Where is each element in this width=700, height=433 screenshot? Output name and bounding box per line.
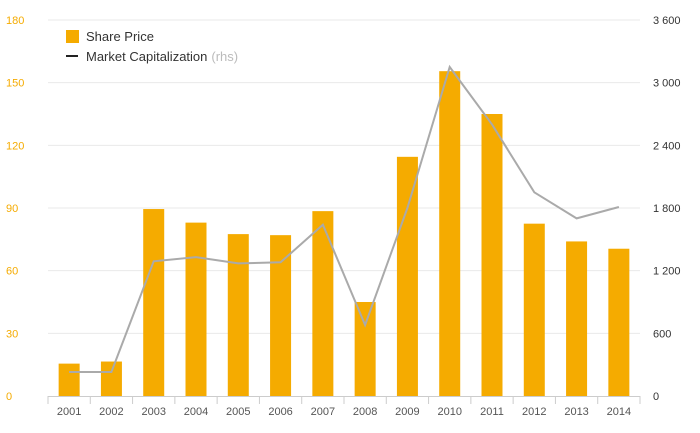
bar-2005 xyxy=(227,234,249,396)
legend-swatch-line xyxy=(66,55,78,57)
market-cap-line xyxy=(69,64,620,373)
x-tick-label: 2014 xyxy=(607,406,631,418)
y-right-tick-label: 600 xyxy=(653,328,671,340)
x-tick-label: 2012 xyxy=(522,406,546,418)
bar-2011 xyxy=(481,114,503,396)
y-right-tick-label: 2 400 xyxy=(653,140,681,152)
x-tick-label: 2006 xyxy=(268,406,292,418)
y-left-tick-label: 60 xyxy=(6,266,18,278)
y-left-tick-label: 30 xyxy=(6,328,18,340)
x-tick-label: 2007 xyxy=(311,406,335,418)
y-right-tick-label: 1 800 xyxy=(653,203,681,215)
y-left-tick-label: 0 xyxy=(6,391,12,403)
y-left-tick-label: 120 xyxy=(6,140,24,152)
bar-2007 xyxy=(312,211,334,396)
x-tick-label: 2005 xyxy=(226,406,250,418)
bar-2004 xyxy=(185,222,207,396)
legend-item-market-cap: Market Capitalization (rhs) xyxy=(66,46,238,66)
bar-2009 xyxy=(396,156,418,396)
y-right-tick-label: 3 600 xyxy=(653,15,681,27)
bar-2008 xyxy=(354,302,376,396)
legend-label-market-cap: Market Capitalization xyxy=(86,48,208,64)
chart-legend: Share Price Market Capitalization (rhs) xyxy=(66,26,238,66)
x-tick-label: 2001 xyxy=(57,406,81,418)
bar-2014 xyxy=(608,248,630,396)
y-right-tick-label: 1 200 xyxy=(653,266,681,278)
bar-2012 xyxy=(523,223,545,396)
y-left-tick-label: 90 xyxy=(6,203,18,215)
legend-suffix-rhs: (rhs) xyxy=(211,48,239,64)
bar-2003 xyxy=(143,209,165,396)
x-tick-label: 2009 xyxy=(395,406,419,418)
x-tick-label: 2008 xyxy=(353,406,377,418)
legend-swatch-bar xyxy=(66,29,79,43)
bar-2013 xyxy=(566,241,588,396)
bar-2002 xyxy=(100,361,122,396)
bar-2001 xyxy=(58,363,80,396)
x-tick-label: 2002 xyxy=(99,406,123,418)
x-tick-label: 2010 xyxy=(437,406,461,418)
legend-label-share-price: Share Price xyxy=(86,28,154,44)
y-right-tick-label: 0 xyxy=(653,391,659,403)
y-left-tick-label: 150 xyxy=(6,78,24,90)
bar-2006 xyxy=(270,235,292,396)
x-tick-label: 2013 xyxy=(564,406,588,418)
bar-2010 xyxy=(439,71,461,396)
y-left-tick-label: 180 xyxy=(6,15,24,27)
x-tick-label: 2011 xyxy=(480,406,504,418)
legend-item-share-price: Share Price xyxy=(66,26,238,46)
x-tick-label: 2004 xyxy=(184,406,208,418)
x-tick-label: 2003 xyxy=(141,406,165,418)
y-right-tick-label: 3 000 xyxy=(653,78,681,90)
